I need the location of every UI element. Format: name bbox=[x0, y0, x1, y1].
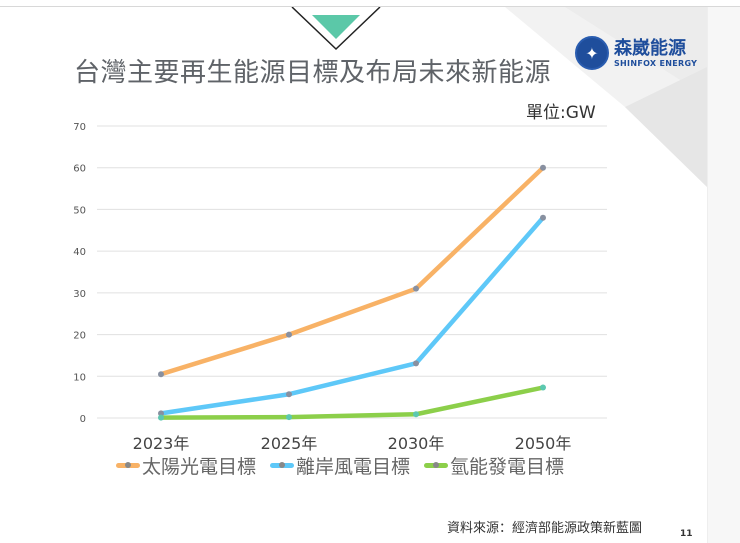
legend-swatch-offshore-wind bbox=[270, 462, 295, 468]
data-point bbox=[286, 414, 292, 421]
data-point bbox=[413, 411, 419, 418]
data-point bbox=[158, 371, 164, 378]
y-tick-label: 50 bbox=[73, 205, 86, 216]
x-tick-label: 2030年 bbox=[387, 434, 445, 453]
series-line-1 bbox=[160, 216, 545, 416]
logo-name-cn: 森崴能源 bbox=[614, 37, 686, 59]
slide-title: 台灣主要再生能源目標及布局未來新能源 bbox=[74, 58, 552, 88]
legend-label: 氫能發電目標 bbox=[450, 456, 565, 478]
y-tick-label: 10 bbox=[73, 372, 86, 383]
y-tick-label: 60 bbox=[73, 164, 86, 175]
y-tick-label: 30 bbox=[73, 289, 86, 300]
page-number: 11 bbox=[680, 529, 693, 539]
data-point bbox=[158, 414, 164, 421]
logo-name-en: SHINFOX ENERGY bbox=[614, 58, 698, 68]
data-point bbox=[540, 164, 546, 171]
data-point bbox=[413, 360, 419, 367]
x-tick-label: 2023年 bbox=[132, 434, 190, 453]
legend-item-hydrogen: 氫能發電目標 bbox=[424, 452, 564, 479]
x-tick-label: 2025年 bbox=[260, 434, 318, 453]
y-tick-label: 20 bbox=[73, 331, 86, 342]
data-point bbox=[540, 214, 546, 221]
legend-item-offshore-wind: 離岸風電目標 bbox=[270, 452, 410, 479]
y-tick-label: 40 bbox=[73, 247, 86, 258]
series-line-2 bbox=[160, 385, 544, 420]
y-tick-label: 70 bbox=[73, 122, 86, 133]
shinfox-logo: ✦ 森崴能源 SHINFOX ENERGY bbox=[575, 36, 697, 70]
y-tick-label: 0 bbox=[80, 414, 86, 425]
top-border bbox=[0, 6, 740, 7]
x-tick-label: 2050年 bbox=[514, 434, 572, 453]
chart-legend: 太陽光電目標 離岸風電目標 氫能發電目標 bbox=[116, 452, 564, 479]
unit-label: 單位:GW bbox=[526, 103, 596, 123]
logo-star-icon: ✦ bbox=[575, 36, 609, 70]
data-point bbox=[158, 410, 164, 417]
data-point bbox=[540, 384, 546, 391]
data-point bbox=[286, 391, 292, 398]
data-point bbox=[286, 331, 292, 338]
data-point bbox=[413, 285, 419, 292]
source-note: 資料來源：經濟部能源政策新藍圖 bbox=[447, 521, 643, 536]
legend-item-solar: 太陽光電目標 bbox=[116, 452, 256, 479]
right-margin bbox=[707, 7, 740, 543]
legend-swatch-solar bbox=[116, 462, 140, 468]
triangle-emblem-icon bbox=[291, 7, 381, 51]
background-geometric-pattern bbox=[505, 7, 707, 187]
legend-label: 太陽光電目標 bbox=[142, 456, 257, 478]
series-line-0 bbox=[160, 166, 545, 377]
legend-label: 離岸風電目標 bbox=[296, 456, 411, 478]
legend-swatch-hydrogen bbox=[424, 462, 449, 468]
